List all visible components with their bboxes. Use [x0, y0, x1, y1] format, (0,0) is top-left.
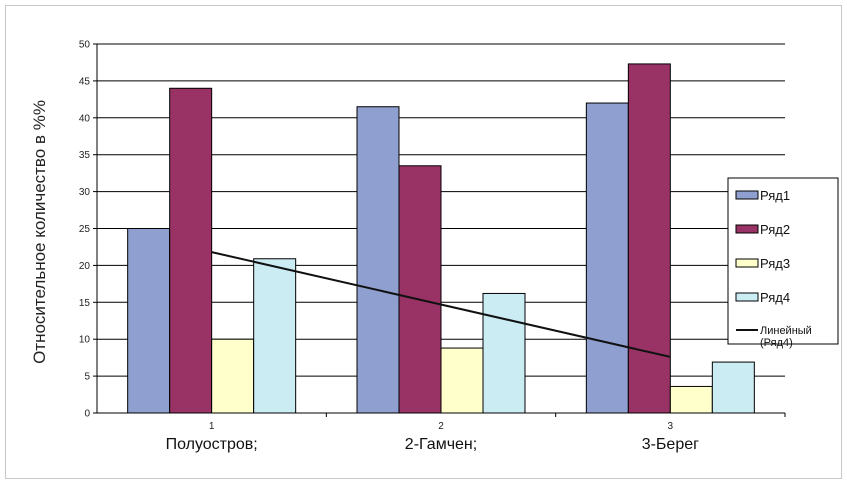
y-tick-label: 10 — [79, 335, 91, 346]
y-tick-label: 35 — [79, 150, 91, 161]
axes — [93, 43, 786, 417]
legend-swatch — [735, 190, 759, 200]
bar-Ряд3-2 — [440, 347, 484, 414]
category-label: 2-Гамчен; — [405, 436, 477, 453]
y-tick-label: 25 — [79, 224, 91, 235]
x-tick-label: 2 — [438, 421, 444, 432]
legend-trendline-label-2: (Ряд4) — [760, 337, 793, 349]
bar-Ряд3-3 — [669, 385, 713, 414]
legend-label: Ряд4 — [760, 290, 790, 305]
bar-Ряд2-3 — [627, 63, 671, 414]
legend-trendline-label: Линейный — [760, 325, 812, 337]
bars — [127, 63, 755, 414]
y-tick-label: 45 — [79, 76, 91, 87]
x-tick-label: 3 — [668, 421, 674, 432]
x-tick-labels: 1 2 3 — [209, 421, 674, 432]
y-tick-label: 50 — [79, 40, 91, 51]
bar-Ряд4-2 — [482, 292, 526, 414]
y-tick-label: 5 — [84, 372, 90, 383]
legend: Ряд1 Ряд2 Ряд3 Ряд4 Линейный(Ряд4) — [727, 177, 839, 349]
bar-Ряд2-2 — [398, 165, 442, 414]
bar-Ряд2-1 — [169, 87, 213, 414]
y-tick-labels: 0 5 10 15 20 25 30 35 40 45 50 — [79, 40, 91, 420]
bar-Ряд1-1 — [127, 228, 171, 414]
legend-swatch — [735, 292, 759, 302]
legend-swatch — [735, 224, 759, 234]
legend-label: Ряд2 — [760, 222, 790, 237]
bar-Ряд4-1 — [253, 258, 297, 414]
bar-Ряд4-3 — [711, 361, 755, 414]
category-label: Полуостров; — [166, 436, 258, 453]
bar-Ряд1-3 — [585, 102, 629, 414]
x-tick-label: 1 — [209, 421, 215, 432]
y-tick-label: 40 — [79, 113, 91, 124]
trendline — [211, 251, 671, 358]
legend-swatch — [735, 258, 759, 268]
category-labels: Полуостров; 2-Гамчен; 3-Берег — [166, 436, 700, 453]
legend-label: Ряд1 — [760, 188, 790, 203]
bar-Ряд1-2 — [356, 106, 400, 414]
bar-Ряд3-1 — [211, 338, 255, 414]
trendline-group — [211, 251, 671, 358]
y-tick-label: 15 — [79, 298, 91, 309]
y-tick-label: 0 — [84, 409, 90, 420]
y-tick-label: 20 — [79, 261, 91, 272]
y-tick-label: 30 — [79, 187, 91, 198]
y-axis-label: Относительное количество в %% — [30, 100, 49, 364]
legend-label: Ряд3 — [760, 256, 790, 271]
category-label: 3-Берег — [642, 436, 699, 453]
